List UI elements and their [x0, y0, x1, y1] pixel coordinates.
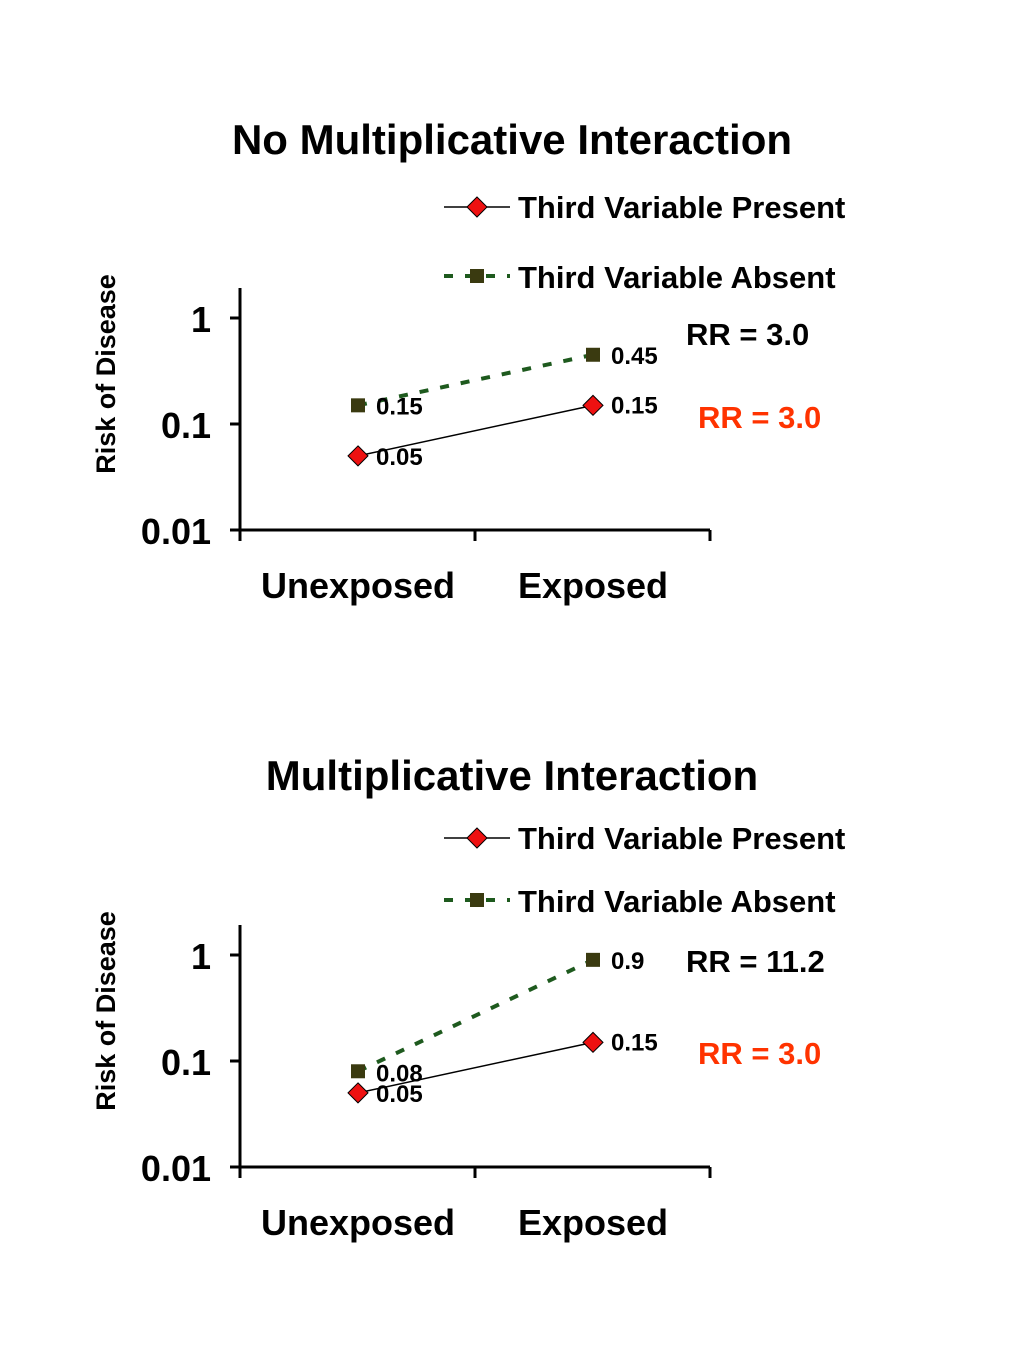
y-tick-label: 0.01 [141, 511, 211, 552]
data-label-absent-2: 0.45 [611, 343, 658, 370]
legend-label-present: Third Variable Present [518, 821, 845, 856]
chart-title: No Multiplicative Interaction [232, 116, 792, 163]
rr-absent: RR = 11.2 [686, 944, 825, 979]
y-axis-label: Risk of Disease [91, 274, 121, 474]
data-label-present-2: 0.15 [611, 392, 658, 419]
x-tick-label: Unexposed [261, 565, 455, 606]
y-tick-label: 0.1 [161, 405, 211, 446]
y-axis-label: Risk of Disease [91, 911, 121, 1111]
series-line-absent [357, 958, 594, 1074]
point-absent-2 [586, 952, 600, 967]
series-line-present [357, 404, 594, 457]
data-label-present-1: 0.05 [376, 1081, 423, 1108]
data-label-absent-1: 0.15 [376, 393, 423, 420]
data-label-absent-1: 0.08 [376, 1060, 423, 1087]
data-label-present-2: 0.15 [611, 1029, 658, 1056]
rr-present: RR = 3.0 [698, 1036, 821, 1071]
data-label-present-1: 0.05 [376, 444, 423, 471]
y-tick-label: 0.01 [141, 1148, 211, 1189]
legend-label-present: Third Variable Present [518, 190, 845, 225]
legend-marker-absent [470, 269, 484, 283]
legend-marker-present [466, 827, 488, 849]
legend-marker-present [466, 196, 488, 218]
point-present-2 [582, 1031, 604, 1054]
rr-present: RR = 3.0 [698, 400, 821, 435]
legend-label-absent: Third Variable Absent [518, 260, 836, 295]
data-label-absent-2: 0.9 [611, 948, 644, 975]
y-tick-label: 1 [191, 299, 211, 340]
x-tick-label: Exposed [518, 1202, 668, 1243]
point-present-1 [347, 1082, 369, 1104]
legend-label-absent: Third Variable Absent [518, 884, 836, 919]
point-present-2 [582, 394, 604, 417]
x-tick-label: Unexposed [261, 1202, 455, 1243]
x-tick-label: Exposed [518, 565, 668, 606]
chart-1: No Multiplicative Interaction Risk of Dis… [91, 116, 845, 606]
series-line-present [357, 1041, 594, 1094]
chart-2: Multiplicative Interaction Risk of Diseas… [91, 752, 845, 1243]
point-absent-2 [586, 347, 600, 362]
point-absent-1 [351, 1064, 365, 1079]
y-tick-label: 1 [191, 936, 211, 977]
chart-title: Multiplicative Interaction [266, 752, 758, 799]
legend-marker-absent [470, 893, 484, 907]
y-tick-label: 0.1 [161, 1042, 211, 1083]
rr-absent: RR = 3.0 [686, 317, 809, 352]
point-absent-1 [351, 398, 365, 413]
point-present-1 [347, 445, 369, 467]
